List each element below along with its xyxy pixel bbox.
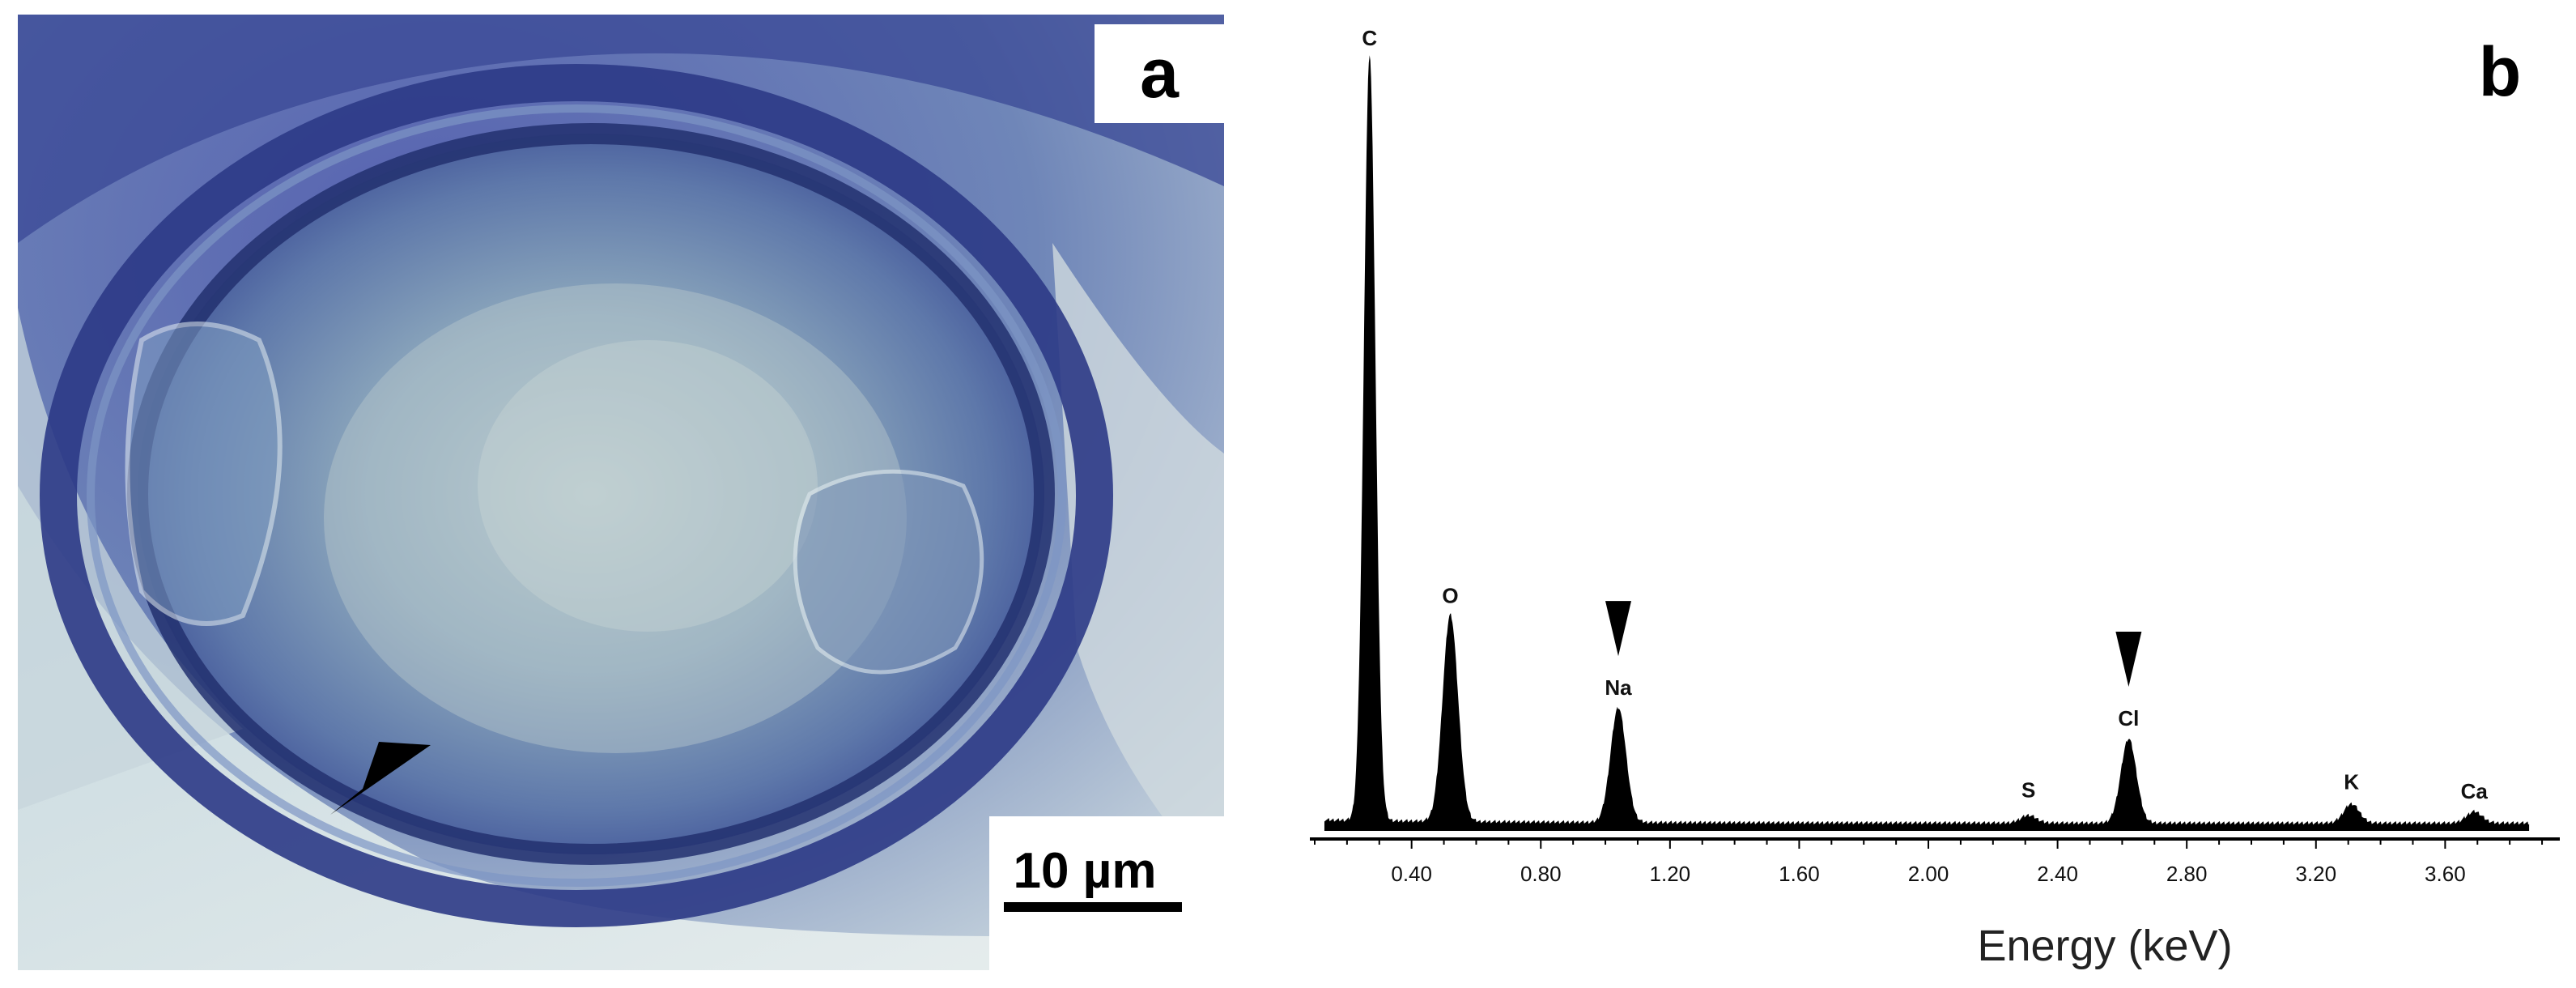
x-tick-label: 1.60 bbox=[1779, 862, 1820, 886]
spectrum-panel: b 0.40 0.80 1.20 1.60 2.00 2.40 2.80 3.20 3.60 C… bbox=[1310, 26, 2560, 970]
arrow-down-icon bbox=[1605, 601, 1632, 657]
arrowhead-marker-icon bbox=[330, 742, 431, 815]
peak-label-c: C bbox=[1362, 26, 1377, 50]
micrograph-panel: a 10 µm bbox=[18, 15, 1224, 970]
scale-bar-box bbox=[989, 816, 1224, 970]
panel-a-letter: a bbox=[1140, 35, 1180, 113]
panel-a-label-box bbox=[1095, 24, 1224, 123]
x-tick-label: 3.20 bbox=[2295, 862, 2336, 886]
peak-label-ca: Ca bbox=[2461, 779, 2489, 803]
arrow-down-icon bbox=[2115, 631, 2142, 687]
x-tick-label: 2.40 bbox=[2037, 862, 2078, 886]
x-tick-label: 3.60 bbox=[2425, 862, 2466, 886]
x-tick-label: 0.80 bbox=[1520, 862, 1562, 886]
x-axis-title: Energy (keV) bbox=[1977, 922, 2232, 970]
peak-arrow-markers bbox=[1605, 601, 2142, 687]
peak-label-na: Na bbox=[1605, 675, 1632, 700]
panel-b-letter: b bbox=[2479, 33, 2522, 111]
peak-labels: C O Na S Cl K Ca bbox=[1362, 26, 2488, 803]
peak-label-cl: Cl bbox=[2118, 706, 2139, 730]
spectrum-trace bbox=[1324, 55, 2530, 831]
micrograph-image bbox=[18, 15, 1224, 970]
x-tick-label: 2.00 bbox=[1908, 862, 1949, 886]
peak-label-k: K bbox=[2344, 769, 2359, 794]
scale-bar-label: 10 µm bbox=[1013, 843, 1156, 899]
x-tick-label: 1.20 bbox=[1650, 862, 1691, 886]
x-tick-label: 0.40 bbox=[1391, 862, 1432, 886]
peak-label-s: S bbox=[2021, 778, 2035, 803]
x-axis-ticks bbox=[1313, 839, 2544, 849]
scale-bar bbox=[1004, 902, 1182, 912]
peak-label-o: O bbox=[1442, 584, 1458, 608]
x-tick-label: 2.80 bbox=[2166, 862, 2208, 886]
x-axis-tick-labels: 0.40 0.80 1.20 1.60 2.00 2.40 2.80 3.20 3.60 bbox=[1391, 862, 2465, 886]
